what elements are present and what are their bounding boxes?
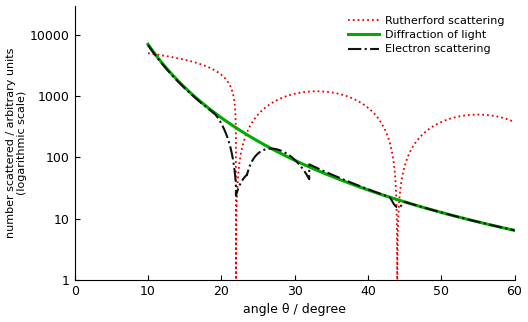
- Line: Rutherford scattering: Rutherford scattering: [148, 44, 514, 230]
- Rutherford scattering: [446, 213, 452, 217]
- Rutherford scattering: [383, 194, 390, 198]
- Rutherford scattering: [285, 155, 291, 159]
- Rutherford scattering: [145, 43, 151, 46]
- Diffraction of light: [145, 51, 151, 55]
- Rutherford scattering: [418, 205, 425, 209]
- Rutherford scattering: [365, 188, 371, 192]
- Electron scattering: [446, 213, 452, 217]
- Diffraction of light: [511, 120, 517, 124]
- Y-axis label: number scattered / arbitrary units
(logarithmic scale): number scattered / arbitrary units (loga…: [6, 48, 27, 238]
- Legend: Rutherford scattering, Diffraction of light, Electron scattering: Rutherford scattering, Diffraction of li…: [344, 11, 509, 59]
- X-axis label: angle θ / degree: angle θ / degree: [243, 303, 346, 317]
- Diffraction of light: [383, 131, 390, 135]
- Diffraction of light: [418, 134, 425, 137]
- Electron scattering: [383, 194, 390, 198]
- Electron scattering: [211, 112, 218, 116]
- Electron scattering: [418, 205, 425, 209]
- Rutherford scattering: [211, 111, 218, 115]
- Line: Diffraction of light: Diffraction of light: [148, 53, 514, 304]
- Electron scattering: [511, 228, 517, 232]
- Electron scattering: [285, 153, 291, 156]
- Diffraction of light: [233, 302, 239, 306]
- Diffraction of light: [365, 106, 371, 109]
- Rutherford scattering: [511, 228, 517, 232]
- Line: Electron scattering: Electron scattering: [148, 45, 514, 230]
- Electron scattering: [145, 43, 151, 47]
- Diffraction of light: [446, 117, 452, 121]
- Diffraction of light: [285, 94, 291, 98]
- Electron scattering: [365, 187, 371, 191]
- Diffraction of light: [211, 68, 218, 72]
